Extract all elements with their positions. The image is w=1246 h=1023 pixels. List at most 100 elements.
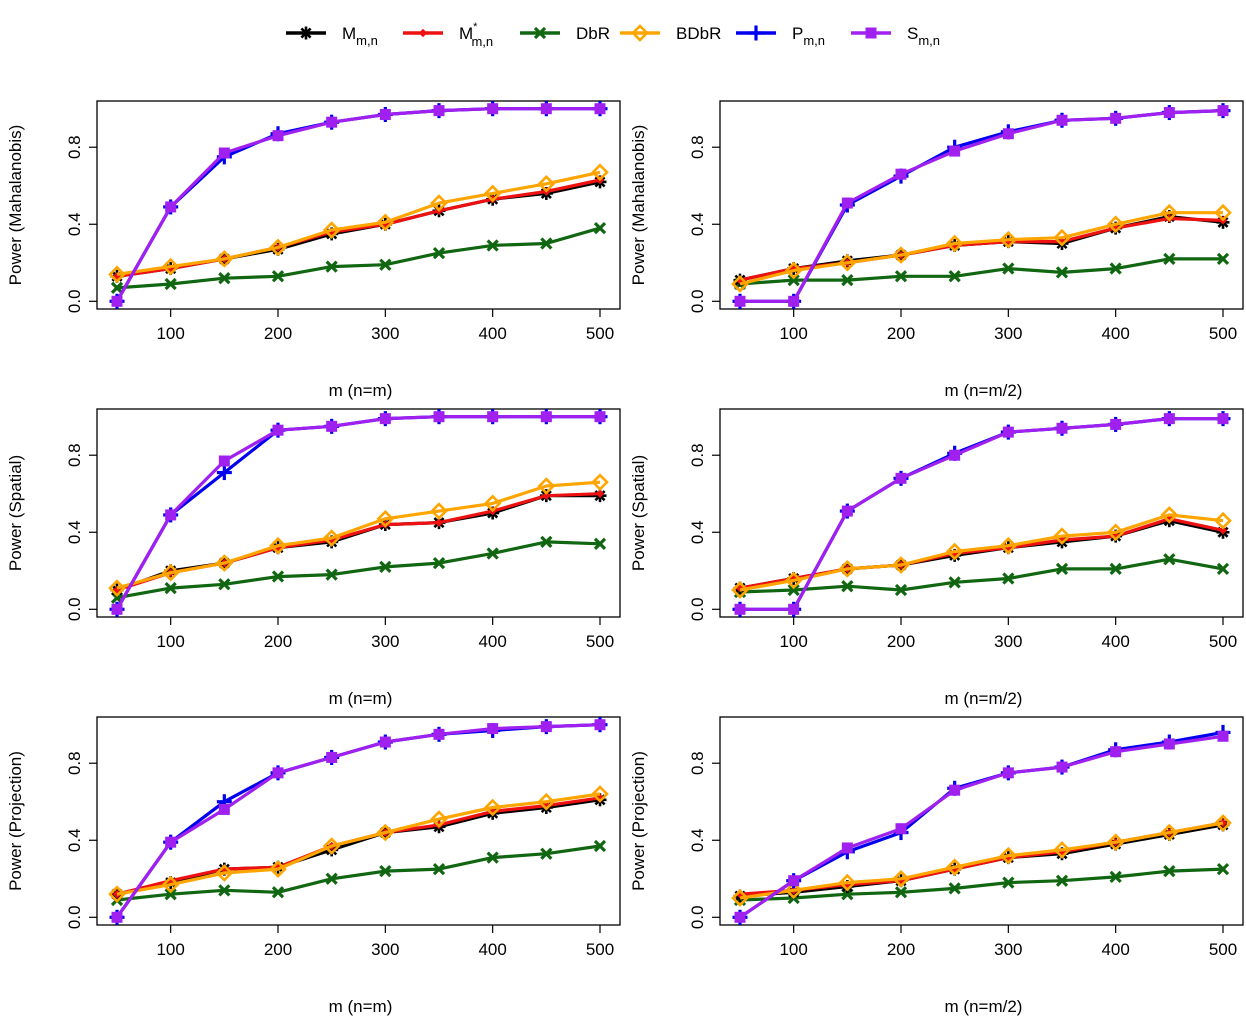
data-point [376,509,395,528]
data-point [161,875,180,894]
data-point [271,570,285,583]
data-point [430,810,448,828]
data-point [540,847,553,860]
data-point-stroke [379,864,392,878]
series-s-mn [111,411,606,615]
chart-panel: 100 200 300 400 500 0.0 0.4 0.8 Power (Spatial) m… [629,408,1244,708]
data-point [165,509,177,521]
x-axis: 100 200 300 400 500 [156,309,614,343]
data-point-stroke [948,882,961,895]
data-point [895,168,907,180]
data-point [537,792,556,811]
data-point [483,494,502,513]
y-tick-label: 0.4 [688,828,707,852]
data-point-stroke [432,863,446,876]
data-point [945,542,964,561]
x-axis-label: m (n=m) [329,689,393,708]
data-point-stroke [486,851,499,864]
legend-marker [748,25,764,41]
data-point-stroke [540,847,553,860]
data-point [218,147,230,159]
data-point [272,424,284,436]
x-tick-label: 100 [779,632,807,651]
data-point [841,273,854,287]
x-tick-label: 500 [586,940,614,959]
y-axis-label: Power (Projection) [6,751,25,891]
data-point [1056,114,1068,126]
data-point [734,295,746,307]
x-tick-label: 500 [586,632,614,651]
data-point-stroke [1163,252,1176,266]
series-s-mn [734,105,1229,307]
series-bdbr [731,506,1232,599]
data-point-stroke [948,576,961,589]
data-point [948,270,961,283]
legend: Mm,n M* m,n DbR BDbR Pm,n Sm,n [286,21,940,49]
data-point [593,839,607,853]
y-tick-label: 0.8 [65,751,84,775]
y-tick-label: 0.8 [688,443,707,467]
y-tick-label: 0.8 [65,443,84,467]
data-point-stroke [486,547,499,560]
plot-frame [96,716,621,926]
x-tick-label: 300 [994,632,1022,651]
data-point [784,261,803,280]
series-bdbr [108,785,609,904]
series-line [739,821,1224,900]
data-point-stroke [948,270,961,283]
y-axis: 0.0 0.4 0.8 [65,135,97,313]
data-point [1110,746,1122,758]
data-point-stroke [432,556,446,570]
data-point-stroke [1216,863,1230,876]
series-line [740,417,1223,611]
legend-marker-stroke [300,27,312,39]
legend-marker [533,26,547,40]
data-point [734,603,746,615]
data-point [483,798,502,817]
legend-label: BDbR [676,24,721,43]
data-point [379,413,391,425]
data-point [1002,572,1015,585]
data-point [376,823,395,842]
data-point [434,518,444,527]
series-line [116,480,601,590]
data-point [1055,874,1069,887]
data-point [1163,864,1176,878]
data-point [108,885,126,904]
data-point [108,265,126,284]
data-point-stroke [787,273,800,287]
data-point [1163,413,1175,425]
data-point-stroke [593,839,607,853]
data-point [895,472,907,484]
data-point [595,489,605,498]
data-point [731,275,749,293]
data-point-stroke [1216,562,1230,575]
data-point [841,197,853,209]
series-line [116,492,601,592]
series-line [115,107,600,303]
y-tick-label: 0.4 [65,520,84,544]
data-point-stroke [325,568,338,581]
data-point [1055,562,1069,575]
data-point-stroke [1002,572,1015,585]
legend-label-sub: m,n [803,33,825,48]
data-point [322,221,341,239]
series-line [116,494,600,592]
data-point [326,751,338,763]
data-point-stroke [218,884,231,897]
data-point-stroke [271,886,285,899]
x-axis: 100 200 300 400 500 [156,617,614,651]
chart-panel: 100 200 300 400 500 0.0 0.4 0.8 Power (Spatial) m… [6,408,621,708]
chart-panel: 100 200 300 400 500 0.0 0.4 0.8 Power (Projectio… [629,716,1244,1016]
data-point [787,273,800,287]
series-line [116,844,601,902]
data-point [1160,203,1179,222]
x-tick-label: 100 [156,632,184,651]
data-point [784,571,803,590]
data-point [379,258,392,271]
x-tick-label: 100 [779,940,807,959]
legend-label-sub: m,n [471,34,493,49]
legend-label-main: BDbR [676,24,721,43]
data-point [838,873,857,892]
data-point-stroke [271,270,285,283]
